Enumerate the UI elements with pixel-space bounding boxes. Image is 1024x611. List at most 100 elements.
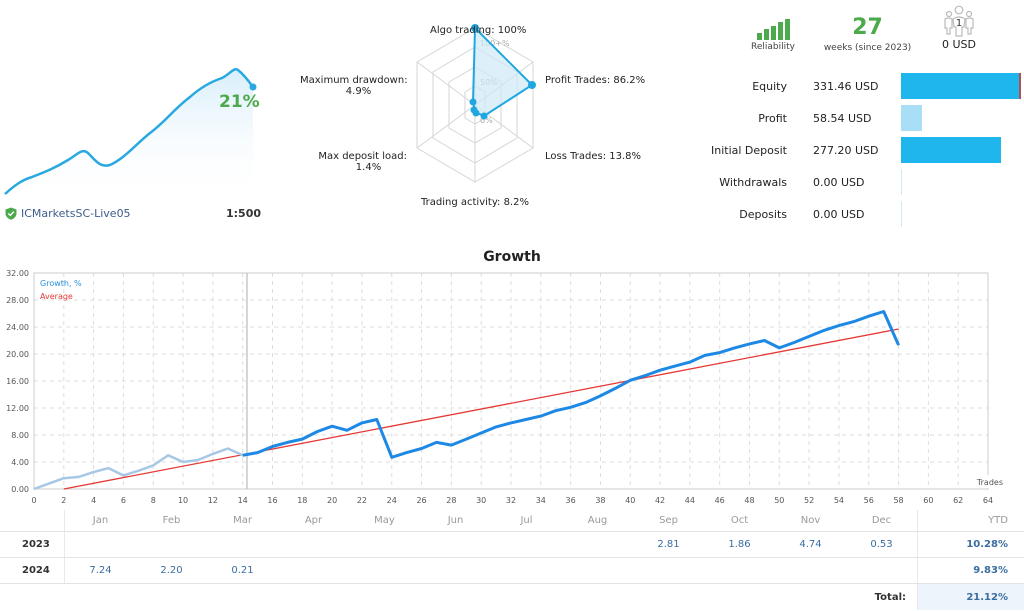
server-name-link[interactable]: ICMarketsSC-Live05 [21, 206, 131, 220]
radar-label-profit-trades: Profit Trades: 86.2% [545, 75, 646, 86]
svg-text:64: 64 [983, 496, 993, 505]
svg-text:22: 22 [357, 496, 367, 505]
radar-grid: 100+% 50% 0% [416, 24, 536, 183]
svg-text:12.00: 12.00 [6, 404, 29, 413]
server-row: ICMarketsSC-Live05 1:500 [5, 205, 261, 221]
withdrawals-bar [901, 169, 902, 195]
balance-label: Equity [752, 79, 787, 93]
x-axis-labels: 0 2 4 6 8 10 12 14 16 18 20 22 24 26 28 30 32 34 36 38 40 42 4… [31, 496, 993, 505]
profit-bar [901, 105, 922, 131]
svg-text:54: 54 [834, 496, 844, 505]
balance-value: 331.46 USD [813, 79, 879, 93]
verified-shield-icon [5, 207, 17, 220]
ytd-value: 9.83% [917, 558, 1024, 583]
weeks-stat: 27 weeks (since 2023) [815, 15, 920, 53]
mini-chart-line [4, 68, 255, 195]
svg-text:52: 52 [804, 496, 814, 505]
radar-label-max-deposit-load: Max deposit load: [318, 151, 407, 162]
month-value: 0.53 [870, 539, 893, 550]
svg-text:18: 18 [297, 496, 307, 505]
signal-bars-icon [745, 18, 801, 40]
svg-text:44: 44 [685, 496, 695, 505]
balance-row-withdrawals: Withdrawals 0.00 USD [700, 169, 1024, 195]
average-line [63, 328, 899, 490]
legend-growth: Growth, % [40, 279, 82, 288]
table-row: 2024 7.24 2.20 0.21 9.83% [0, 558, 1024, 584]
radar-scale-zero: 0% [480, 116, 493, 125]
svg-text:42: 42 [655, 496, 665, 505]
table-header-row: Jan Feb Mar Apr May Jun Jul Aug Sep Oct … [0, 510, 1024, 532]
svg-text:8.00: 8.00 [11, 431, 29, 440]
svg-text:12: 12 [208, 496, 218, 505]
radar-label-loss-trades: Loss Trades: 13.8% [545, 151, 642, 162]
radar-value-max-drawdown: 4.9% [345, 86, 372, 97]
svg-text:32.00: 32.00 [6, 269, 29, 278]
balance-value: 0.00 USD [813, 207, 865, 221]
plot-frame [33, 272, 989, 490]
total-value: 21.12% [917, 584, 1024, 610]
month-header: Oct [730, 515, 749, 526]
svg-text:14: 14 [238, 496, 248, 505]
svg-text:20: 20 [327, 496, 337, 505]
month-header: Nov [800, 515, 821, 526]
year-cell: 2024 [0, 558, 65, 583]
month-header: Dec [871, 515, 892, 526]
svg-text:30: 30 [476, 496, 486, 505]
balance-label: Deposits [739, 207, 787, 221]
mini-growth-chart [4, 68, 257, 200]
initial-deposit-bar [901, 137, 1001, 163]
svg-text:28.00: 28.00 [6, 296, 29, 305]
subscribers-count: 1 [956, 18, 962, 29]
ytd-header: YTD [917, 510, 1024, 531]
svg-text:8: 8 [151, 496, 156, 505]
svg-text:10: 10 [178, 496, 188, 505]
growth-line-history [33, 447, 244, 491]
growth-percent: 21% [219, 92, 260, 112]
month-value: 0.21 [231, 565, 254, 576]
balance-label: Withdrawals [719, 175, 787, 189]
month-header: Sep [659, 515, 678, 526]
total-label: Total: [874, 591, 906, 603]
svg-text:0: 0 [31, 496, 36, 505]
month-header: May [374, 515, 395, 526]
table-row: 2023 2.81 1.86 4.74 0.53 10.28% [0, 532, 1024, 558]
y-axis-labels: 0.00 4.00 8.00 12.00 16.00 20.00 24.00 28.00 32.… [6, 269, 29, 494]
month-header: Feb [162, 515, 181, 526]
svg-text:50: 50 [774, 496, 784, 505]
month-value: 7.24 [89, 565, 112, 576]
balance-value: 58.54 USD [813, 111, 872, 125]
deposits-bar [901, 201, 902, 227]
growth-chart-title: Growth [483, 249, 541, 265]
month-value: 2.81 [657, 539, 680, 550]
svg-text:46: 46 [715, 496, 725, 505]
month-header: Mar [233, 515, 252, 526]
weeks-label: weeks (since 2023) [823, 43, 912, 53]
growth-line [242, 310, 900, 459]
balance-row-initial-deposit: Initial Deposit 277.20 USD [700, 137, 1024, 163]
radar-chart: 100+% 50% 0% Algo trading: 100% Profit T… [300, 20, 650, 220]
reliability-label: Reliability [751, 42, 795, 52]
svg-text:36: 36 [566, 496, 576, 505]
month-header: Jan [92, 515, 109, 526]
month-header: Jul [520, 515, 533, 526]
reliability-indicator: Reliability [745, 18, 801, 52]
radar-scale-top: 100+% [480, 39, 510, 48]
svg-text:26: 26 [416, 496, 426, 505]
svg-text:0.00: 0.00 [11, 485, 29, 494]
svg-text:24: 24 [387, 496, 397, 505]
svg-text:4: 4 [91, 496, 96, 505]
svg-text:28: 28 [446, 496, 456, 505]
equity-bar [901, 73, 1021, 99]
growth-chart: 0.00 4.00 8.00 12.00 16.00 20.00 24.00 28.00 32.… [6, 269, 1005, 505]
chart-grid [33, 272, 989, 490]
year-cell: 2023 [0, 532, 65, 557]
month-value: 4.74 [799, 539, 822, 550]
svg-text:2: 2 [61, 496, 66, 505]
leverage: 1:500 [225, 206, 261, 220]
balance-row-profit: Profit 58.54 USD [700, 105, 1024, 131]
balance-value: 0.00 USD [813, 175, 865, 189]
radar-label-max-drawdown: Maximum drawdown: [300, 75, 408, 86]
month-header: Jun [447, 515, 464, 526]
balance-value: 277.20 USD [813, 143, 879, 157]
subscribers-icon: 1 [944, 5, 974, 37]
